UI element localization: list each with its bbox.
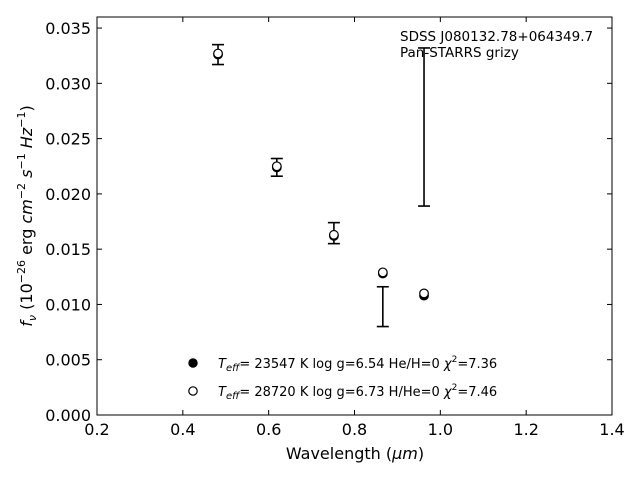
model-point-open [329, 229, 339, 240]
legend-entry-2: Teff= 28720 K log g=6.73 H/He=0 χ2=7.46 [218, 383, 497, 402]
x-tick-label: 0.8 [342, 420, 367, 439]
error-bar [376, 285, 389, 328]
legend-marker-open [188, 386, 198, 396]
x-tick-label: 1.4 [599, 420, 624, 439]
plot-frame [96, 16, 613, 416]
x-tick-label: 0.4 [170, 420, 195, 439]
annotation-line-1: SDSS J080132.78+064349.7 [400, 29, 593, 45]
y-tick-label: 0.035 [45, 19, 91, 38]
x-tick-label: 0.2 [84, 420, 109, 439]
svg-text:fν (10−26 erg cm−2 s−1 Hz−1): fν (10−26 erg cm−2 s−1 Hz−1) [15, 105, 39, 326]
error-bars [212, 43, 431, 328]
data-points [213, 48, 429, 301]
x-axis-label: Wavelength (μm) [286, 444, 424, 463]
y-tick-label: 0.010 [45, 295, 91, 314]
model-point-open [377, 267, 388, 278]
y-tick-label: 0.025 [45, 130, 91, 149]
x-tick-label: 0.6 [256, 420, 281, 439]
legend-entry-1: Teff= 23547 K log g=6.54 He/H=0 χ2=7.36 [218, 355, 497, 374]
legend-marker-filled [188, 358, 198, 368]
y-tick-label: 0.000 [45, 406, 91, 425]
model-point-open [419, 288, 429, 299]
y-tick-label: 0.020 [45, 185, 91, 204]
y-tick-label: 0.005 [45, 351, 91, 370]
model-point-open [213, 48, 223, 59]
x-tick-label: 1.2 [513, 420, 538, 439]
model-point-open [271, 161, 282, 172]
y-tick-label: 0.015 [45, 240, 91, 259]
y-tick-label: 0.030 [45, 74, 91, 93]
error-bar [418, 47, 431, 207]
y-axis-label: fν (10−26 erg cm−2 s−1 Hz−1) [15, 105, 39, 326]
annotation-line-2: Pan-STARRS grizy [400, 45, 519, 61]
axis-ticks: 0.2 0.4 0.6 0.8 1.0 1.2 1.4 0.000 0.005 0.010 0.01… [45, 17, 625, 439]
legend: Teff= 23547 K log g=6.54 He/H=0 χ2=7.36 … [188, 355, 497, 402]
x-tick-label: 1.0 [428, 420, 453, 439]
